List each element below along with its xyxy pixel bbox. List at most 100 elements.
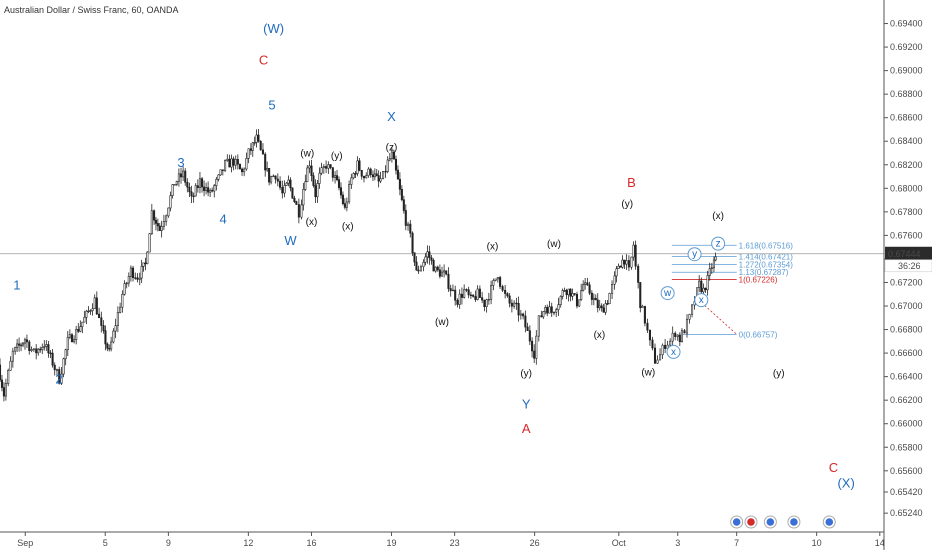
candle-body — [565, 290, 568, 296]
candle-body — [499, 277, 502, 287]
candle-body — [494, 278, 497, 281]
wave-label: (x) — [712, 211, 724, 222]
candle-body — [9, 360, 12, 371]
candle-body — [641, 305, 644, 308]
event-flag-dot — [825, 518, 834, 526]
circled-label-ring — [666, 344, 681, 359]
candle-body — [659, 354, 662, 361]
candle-body — [422, 261, 425, 268]
price-tick-label: 0.68200 — [890, 160, 923, 170]
candle-body — [192, 195, 195, 198]
time-axis[interactable]: Sep 5 9 12 16 19 23 26 Oct 3 7 10 14 — [0, 531, 885, 548]
candle-body — [87, 310, 90, 313]
candle-body — [396, 169, 399, 180]
event-flag-dot — [732, 518, 741, 526]
price-tick-label: 0.69200 — [890, 42, 923, 52]
candle-body — [339, 187, 343, 196]
candle-body — [316, 183, 319, 198]
price-tick-label: 0.67600 — [890, 230, 923, 240]
candle-body — [32, 348, 35, 350]
candle-body — [304, 181, 307, 190]
time-tick-label: 10 — [812, 538, 822, 548]
candle-body — [524, 315, 527, 328]
candle-body — [224, 160, 227, 171]
candle-body — [651, 339, 654, 349]
wave-label: A — [522, 421, 531, 436]
candle-body — [270, 176, 273, 183]
price-tick-label: 0.68600 — [890, 113, 923, 123]
time-tick-label: Oct — [612, 538, 627, 548]
wave-label: W — [284, 233, 297, 248]
candle-body — [394, 158, 398, 171]
candle-body — [2, 387, 5, 397]
fib-level-label: 1.272(0.67354) — [739, 260, 794, 269]
candle-body — [102, 325, 105, 331]
candle-body — [485, 299, 488, 308]
candle-body — [550, 306, 553, 313]
candle-body — [428, 251, 431, 259]
candle-body — [138, 277, 141, 280]
candle-body — [55, 369, 59, 371]
candle-body — [678, 334, 681, 343]
candle-body — [413, 252, 416, 263]
time-tick-label: 16 — [306, 538, 316, 548]
wave-label: (z) — [386, 143, 398, 154]
candle-body — [569, 288, 572, 297]
candle-body — [402, 199, 405, 211]
candle-body — [207, 187, 210, 193]
candle-body — [310, 165, 313, 176]
candle-body — [127, 276, 130, 284]
wave-label: (y) — [520, 369, 532, 380]
price-axis[interactable]: 0.65240 0.65420 0.65600 0.65800 0.66000 0.662… — [883, 0, 932, 550]
candle-body — [158, 225, 161, 231]
price-candles — [0, 128, 717, 402]
candle-body — [285, 182, 288, 186]
candle-body — [627, 260, 630, 268]
time-tick-label: 26 — [530, 538, 540, 548]
candle-body — [613, 275, 616, 285]
candle-body — [354, 173, 357, 175]
price-tick-label: 0.66400 — [890, 372, 923, 382]
candle-body — [648, 329, 651, 341]
fib-level-label: 1(0.67226) — [739, 275, 778, 284]
candle-body — [445, 270, 448, 275]
economic-events[interactable] — [730, 515, 836, 529]
wave-label: (x) — [306, 217, 318, 228]
candle-body — [712, 259, 715, 269]
candle-body — [95, 297, 98, 315]
circled-label-text: x — [671, 347, 676, 358]
candle-body — [89, 310, 92, 312]
candle-body — [504, 289, 507, 294]
candle-body — [604, 303, 607, 313]
candle-body — [165, 215, 168, 222]
candle-body — [611, 284, 614, 294]
candle-body — [148, 233, 151, 253]
candle-body — [81, 321, 84, 327]
candle-body — [508, 295, 511, 304]
price-tick-label: 0.65800 — [890, 442, 923, 452]
time-tick-label: 9 — [166, 538, 171, 548]
price-tick-label: 0.69000 — [890, 66, 923, 76]
candle-body — [243, 168, 246, 173]
candle-body — [23, 339, 27, 344]
candle-body — [625, 260, 628, 265]
chart-title: Australian Dollar / Swiss Franc, 60, OAN… — [4, 5, 179, 15]
candle-body — [373, 173, 376, 178]
wave-label: (W) — [263, 21, 284, 36]
candle-body — [700, 280, 703, 293]
candle-body — [83, 316, 86, 323]
price-tick-label: 0.65420 — [890, 487, 923, 497]
candle-body — [314, 185, 317, 198]
candle-body — [25, 339, 28, 343]
candle-body — [600, 305, 603, 309]
candle-body — [66, 336, 69, 351]
candle-body — [312, 175, 315, 186]
candle-body — [112, 330, 115, 343]
fib-level-label: 1.618(0.67516) — [739, 241, 794, 250]
candle-body — [430, 257, 433, 261]
candle-body — [215, 179, 218, 186]
candle-body — [221, 169, 224, 171]
